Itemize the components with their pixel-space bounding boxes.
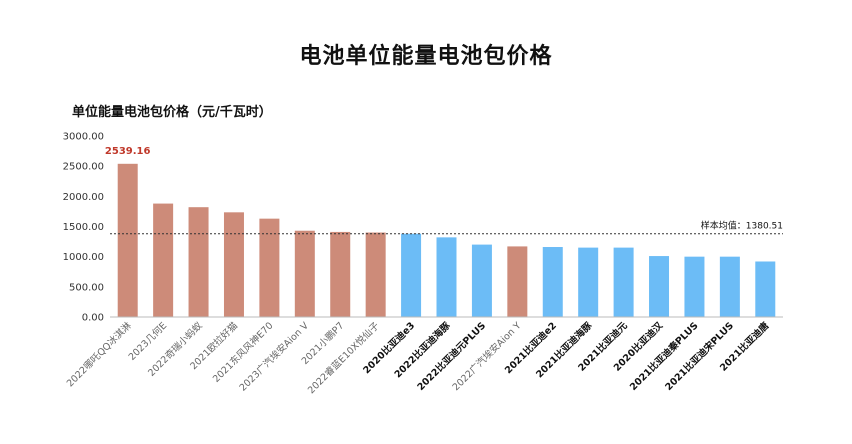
y-tick-label: 0.00 [82, 313, 104, 324]
y-axis: 0.00 500.00 1000.00 1500.00 2000.00 2500.00 30… [63, 132, 104, 324]
bar [330, 231, 351, 317]
y-tick-label: 1500.00 [63, 222, 104, 233]
y-tick-label: 2000.00 [63, 192, 104, 203]
bar [259, 218, 280, 317]
bar [117, 163, 138, 317]
bar [613, 247, 634, 317]
x-category-label: 2021东风风神E70 [210, 320, 275, 385]
bar [401, 233, 422, 317]
x-category-label: 2021比亚迪秦PLUS [627, 320, 700, 393]
x-category-label: 2022比亚迪元PLUS [415, 320, 488, 393]
y-tick-label: 1000.00 [63, 252, 104, 263]
x-category-label: 2022广汽埃安Aion Y [450, 320, 524, 394]
bar [436, 237, 457, 317]
x-category-label: 2022哪吒QQ冰淇淋 [64, 319, 134, 389]
bar [471, 244, 492, 317]
x-category-label: 2023广汽埃安Aion V [237, 319, 311, 393]
bar [684, 256, 705, 317]
bars [117, 163, 776, 317]
average-line-group: 样本均值：1380.51 [110, 220, 783, 235]
bar [365, 232, 386, 317]
page-title: 电池单位能量电池包价格 [299, 44, 553, 69]
y-tick-label: 3000.00 [63, 132, 104, 143]
data-label: 2539.16 [105, 146, 151, 157]
bar [153, 203, 174, 317]
average-label: 样本均值：1380.51 [701, 220, 783, 232]
bar [719, 256, 740, 317]
bar [578, 247, 599, 317]
bar [542, 247, 563, 317]
y-tick-label: 2500.00 [63, 162, 104, 173]
x-axis: 2022哪吒QQ冰淇淋2023几何E2022奇瑞小蚂蚁2021欧拉好猫2021东… [64, 316, 783, 396]
data-labels: 2539.16 [105, 146, 151, 157]
bar [755, 261, 776, 317]
bar [507, 246, 528, 317]
bar [188, 207, 209, 317]
x-category-label: 2022睿蓝E10X悦仙子 [305, 319, 382, 396]
x-category-label: 2021比亚迪宋PLUS [663, 320, 736, 393]
bar [649, 256, 670, 317]
y-tick-label: 500.00 [69, 282, 104, 293]
bar [223, 212, 244, 317]
chart-subtitle: 单位能量电池包价格（元/千瓦时） [72, 105, 272, 120]
bar [294, 230, 315, 317]
